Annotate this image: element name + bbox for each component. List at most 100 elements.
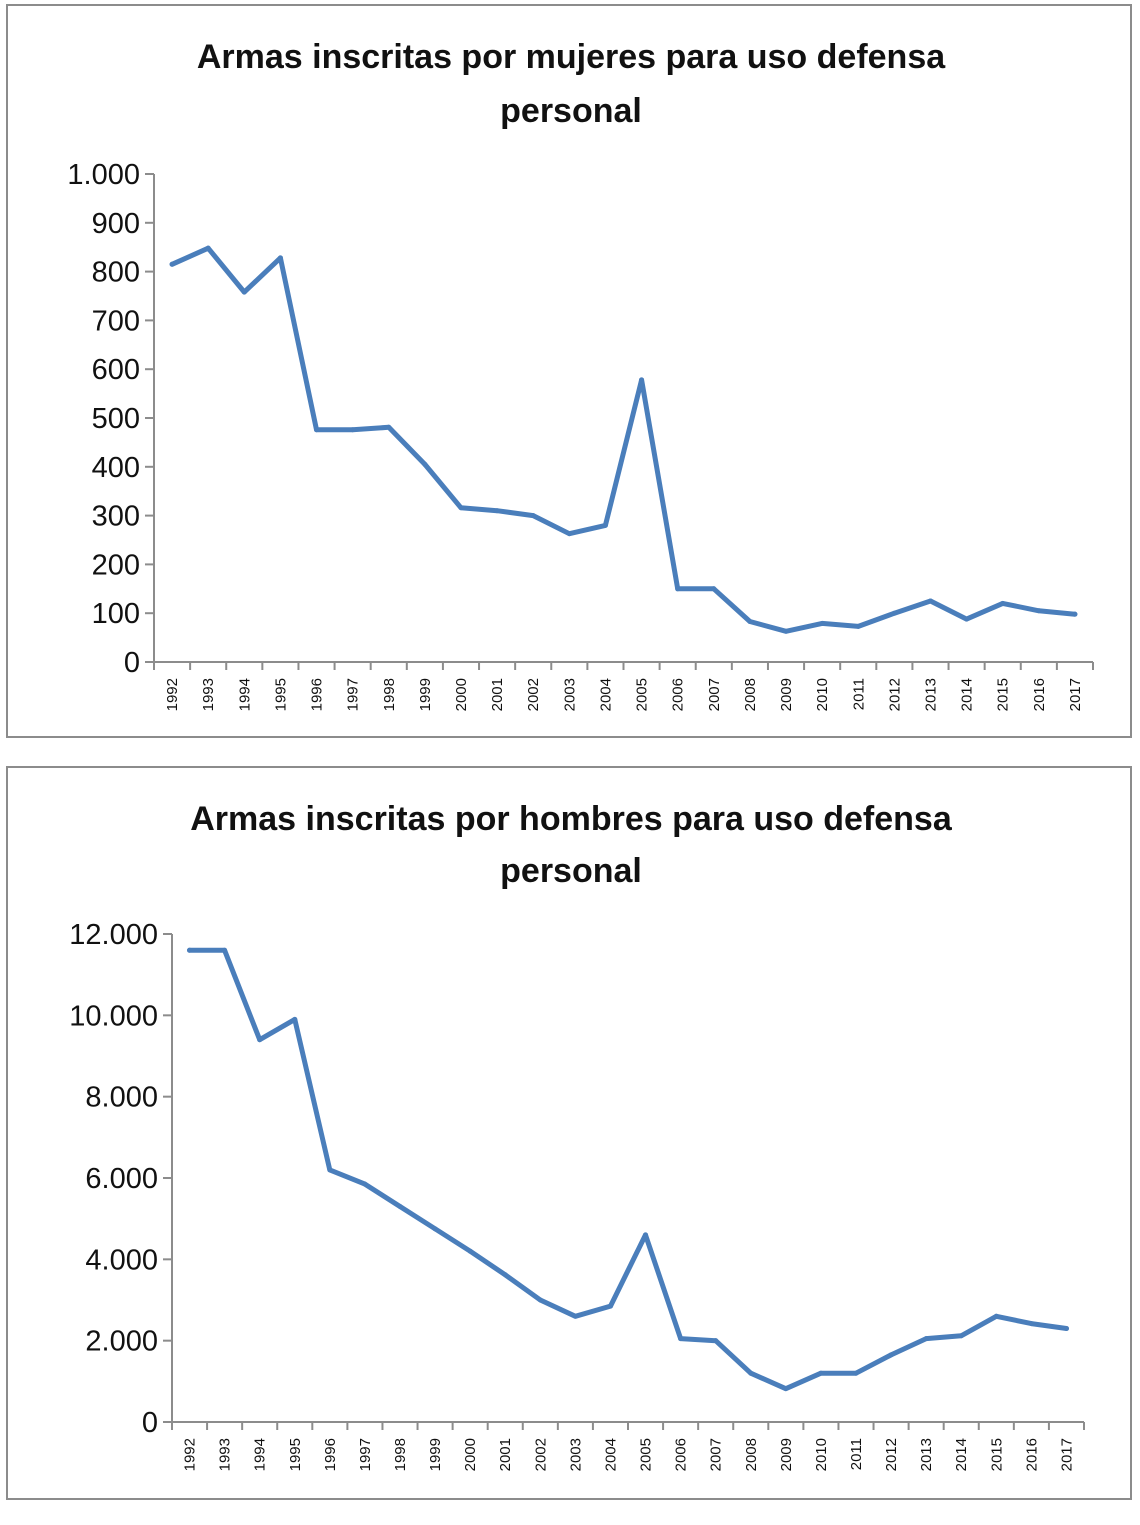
x-tick-label: 2005: [638, 1438, 655, 1471]
x-tick-label: 2011: [848, 1438, 865, 1470]
x-tick-label: 2010: [814, 678, 831, 711]
data-point: [891, 610, 897, 616]
series-line: [169, 245, 1078, 634]
y-tick-label: 0: [124, 647, 140, 679]
x-tick-label: 2007: [706, 678, 723, 711]
x-tick-label: 1994: [252, 1438, 269, 1471]
data-point: [783, 628, 789, 634]
data-point: [783, 1386, 789, 1392]
x-tick-label: 2000: [453, 678, 470, 711]
y-tick-label: 900: [92, 208, 140, 240]
x-tick-label: 2009: [778, 678, 795, 711]
y-tick-label: 8.000: [85, 1082, 158, 1114]
data-point: [467, 1248, 473, 1254]
chart-title-line-2: personal: [500, 852, 642, 890]
x-tick-label: 1998: [392, 1438, 409, 1471]
x-tick-label: 2015: [995, 678, 1012, 711]
x-tick-label: 2015: [988, 1438, 1005, 1471]
data-point: [1028, 1321, 1034, 1327]
x-tick-label: 2001: [489, 678, 506, 711]
data-point: [993, 1313, 999, 1319]
data-point: [566, 531, 572, 537]
chart-title-line-2: personal: [500, 92, 642, 130]
y-tick-label: 10.000: [69, 1000, 158, 1032]
chart-title-line-1: Armas inscritas por hombres para uso def…: [190, 800, 953, 838]
x-tick-label: 1995: [272, 678, 289, 711]
x-tick-label: 2007: [708, 1438, 725, 1471]
x-tick-label: 1998: [381, 678, 398, 711]
x-tick-label: 1994: [236, 678, 253, 711]
x-tick-label: 1992: [164, 678, 181, 711]
x-tick-label: 2009: [778, 1438, 795, 1471]
chart-panel-men: Armas inscritas por hombres para uso def…: [6, 766, 1132, 1500]
data-point: [927, 598, 933, 604]
data-point: [923, 1336, 929, 1342]
data-point: [386, 424, 392, 430]
y-tick-label: 4.000: [85, 1244, 158, 1276]
chart-women: Armas inscritas por mujeres para uso def…: [67, 38, 1094, 711]
y-tick-label: 12.000: [69, 919, 158, 951]
x-tick-label: 2017: [1067, 678, 1084, 711]
x-tick-label: 2017: [1058, 1438, 1075, 1471]
data-point: [711, 586, 717, 592]
x-tick-label: 2003: [561, 678, 578, 711]
data-point: [675, 586, 681, 592]
chart-title-line-1: Armas inscritas por mujeres para uso def…: [197, 38, 946, 76]
data-point: [362, 1181, 368, 1187]
data-point: [257, 1037, 263, 1043]
x-tick-label: 2012: [883, 1438, 900, 1471]
x-tick-label: 2014: [959, 678, 976, 711]
data-point: [572, 1313, 578, 1319]
y-tick-label: 200: [92, 549, 140, 581]
data-point: [1072, 611, 1078, 617]
x-tick-label: 2010: [813, 1438, 830, 1471]
data-point: [1036, 608, 1042, 614]
x-tick-label: 2016: [1031, 678, 1048, 711]
x-tick-label: 1996: [322, 1438, 339, 1471]
data-point: [241, 289, 247, 295]
data-point: [458, 505, 464, 511]
data-point: [530, 513, 536, 519]
data-point: [422, 461, 428, 467]
x-tick-label: 2011: [850, 678, 867, 710]
x-tick-label: 2002: [525, 678, 542, 711]
x-tick-label: 1997: [345, 678, 362, 711]
data-point: [205, 245, 211, 251]
x-tick-label: 2004: [597, 678, 614, 711]
y-tick-label: 800: [92, 257, 140, 289]
data-point: [747, 618, 753, 624]
data-point: [819, 620, 825, 626]
x-tick-label: 1996: [309, 678, 326, 711]
x-tick-label: 2005: [634, 678, 651, 711]
x-tick-label: 1992: [182, 1438, 199, 1471]
chart-panel-women: Armas inscritas por mujeres para uso def…: [6, 4, 1132, 738]
x-tick-label: 1999: [427, 1438, 444, 1471]
data-point: [818, 1370, 824, 1376]
data-point: [639, 377, 645, 383]
x-tick-label: 1997: [357, 1438, 374, 1471]
x-tick-label: 2006: [673, 1438, 690, 1471]
data-point: [678, 1336, 684, 1342]
data-point: [350, 427, 356, 433]
x-tick-label: 2013: [918, 1438, 935, 1471]
data-point: [713, 1338, 719, 1344]
data-point: [494, 508, 500, 514]
x-tick-label: 1995: [287, 1438, 304, 1471]
data-point: [314, 427, 320, 433]
y-tick-label: 1.000: [67, 159, 140, 191]
data-point: [502, 1272, 508, 1278]
x-tick-label: 2013: [922, 678, 939, 711]
data-point: [432, 1226, 438, 1232]
x-tick-label: 2003: [567, 1438, 584, 1471]
x-tick-label: 1993: [217, 1438, 234, 1471]
x-tick-label: 2008: [743, 1438, 760, 1471]
data-point: [1063, 1325, 1069, 1331]
x-tick-label: 2000: [462, 1438, 479, 1471]
data-point: [537, 1297, 543, 1303]
data-point: [169, 261, 175, 267]
x-tick-label: 1993: [200, 678, 217, 711]
y-tick-label: 600: [92, 354, 140, 386]
data-point: [187, 947, 193, 953]
y-tick-label: 6.000: [85, 1163, 158, 1195]
y-tick-label: 300: [92, 501, 140, 533]
